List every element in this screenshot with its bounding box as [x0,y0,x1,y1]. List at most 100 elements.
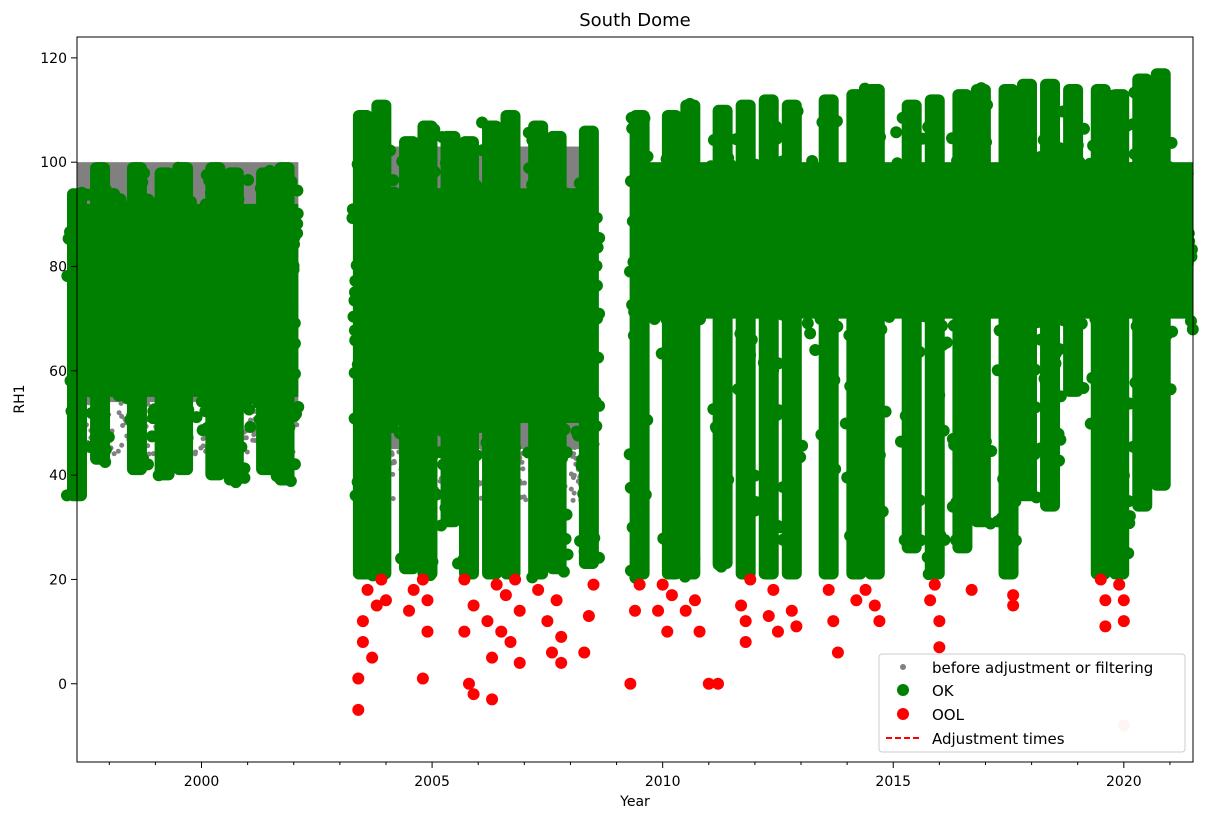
ok-point [995,511,1008,524]
ok-point [509,441,522,454]
ok-spike [168,161,201,476]
ok-point [443,316,456,329]
ok-point [154,356,167,369]
ok-point [979,435,992,448]
x-tick-label: 2015 [875,774,911,790]
ool-point [1099,620,1112,633]
ok-point [177,279,190,292]
ok-point [354,136,367,149]
ok-point [1178,215,1191,228]
ok-point [355,335,368,348]
chart-title: South Dome [579,10,691,31]
before-adjustment-point [570,475,576,481]
ok-point [780,182,793,195]
ok-point [114,243,127,256]
y-tick-label: 40 [49,468,67,484]
ok-point [182,403,195,416]
ool-point [688,594,701,607]
ok-point [906,210,919,223]
ok-point [1130,320,1143,333]
ool-point [541,615,554,628]
ok-point [1141,396,1154,409]
ok-point [195,395,208,408]
ool-point [790,620,803,633]
ok-point [641,414,654,427]
ok-point [245,264,258,277]
ok-point [364,179,377,192]
before-adjustment-point [150,451,156,457]
ok-point [1110,207,1123,220]
x-tick-label: 2005 [414,774,450,790]
ok-point [484,410,497,423]
ok-point [804,327,817,340]
ok-point [567,351,580,364]
ok-point [148,403,161,416]
ok-point [913,494,926,507]
ok-point [393,427,406,440]
ok-point [369,279,382,292]
ok-point [859,135,872,148]
ok-point [783,134,796,147]
ok-point [103,301,116,314]
ok-point [825,397,838,410]
ok-point [841,471,854,484]
ok-point [235,440,248,453]
ok-spike-fill [371,99,392,580]
ok-spike [434,130,468,532]
ok-point [395,552,408,565]
ok-point [670,289,683,302]
ok-point [732,383,745,396]
ok-point [136,372,149,385]
ok-point [193,249,206,262]
ok-point [470,449,483,462]
ok-point [1056,146,1069,159]
ok-point [776,533,789,546]
ok-point [346,203,359,216]
ok-point [670,279,683,292]
ok-point [218,205,231,218]
ool-point [1113,578,1126,591]
ok-spike [894,99,927,554]
ok-point [624,564,637,577]
ok-point [405,147,418,160]
ok-point [582,526,595,539]
ok-point [482,523,495,536]
ok-point [709,421,722,434]
ok-point [177,250,190,263]
ok-point [61,270,74,283]
ok-point [633,310,646,323]
ok-point [1000,353,1013,366]
ok-point [347,310,360,323]
ool-point [873,615,886,628]
ok-point [65,405,78,418]
ok-point [785,146,798,159]
ok-point [283,369,296,382]
ok-point [136,205,149,218]
ok-point [1037,133,1050,146]
ok-point [683,97,696,110]
ok-point [904,420,917,433]
ok-point [907,519,920,532]
ok-point [1021,425,1034,438]
ok-point [636,551,649,564]
ok-point [1056,105,1069,118]
ok-point [1066,266,1079,279]
ok-point [201,421,214,434]
ool-point [555,630,568,643]
ok-point [681,117,694,130]
ok-point [758,139,771,152]
ok-spike-fill [924,94,945,580]
ool-point [582,609,595,622]
ok-point [523,346,536,359]
ok-point [796,206,809,219]
ok-spike-fill [758,94,779,580]
ok-spike [774,99,809,580]
ool-point [868,599,881,612]
ok-point [92,273,105,286]
before-adjustment-point [294,422,300,428]
ok-point [938,533,951,546]
ok-point [684,126,697,139]
ok-point [500,450,513,463]
ok-spike [1010,78,1044,504]
